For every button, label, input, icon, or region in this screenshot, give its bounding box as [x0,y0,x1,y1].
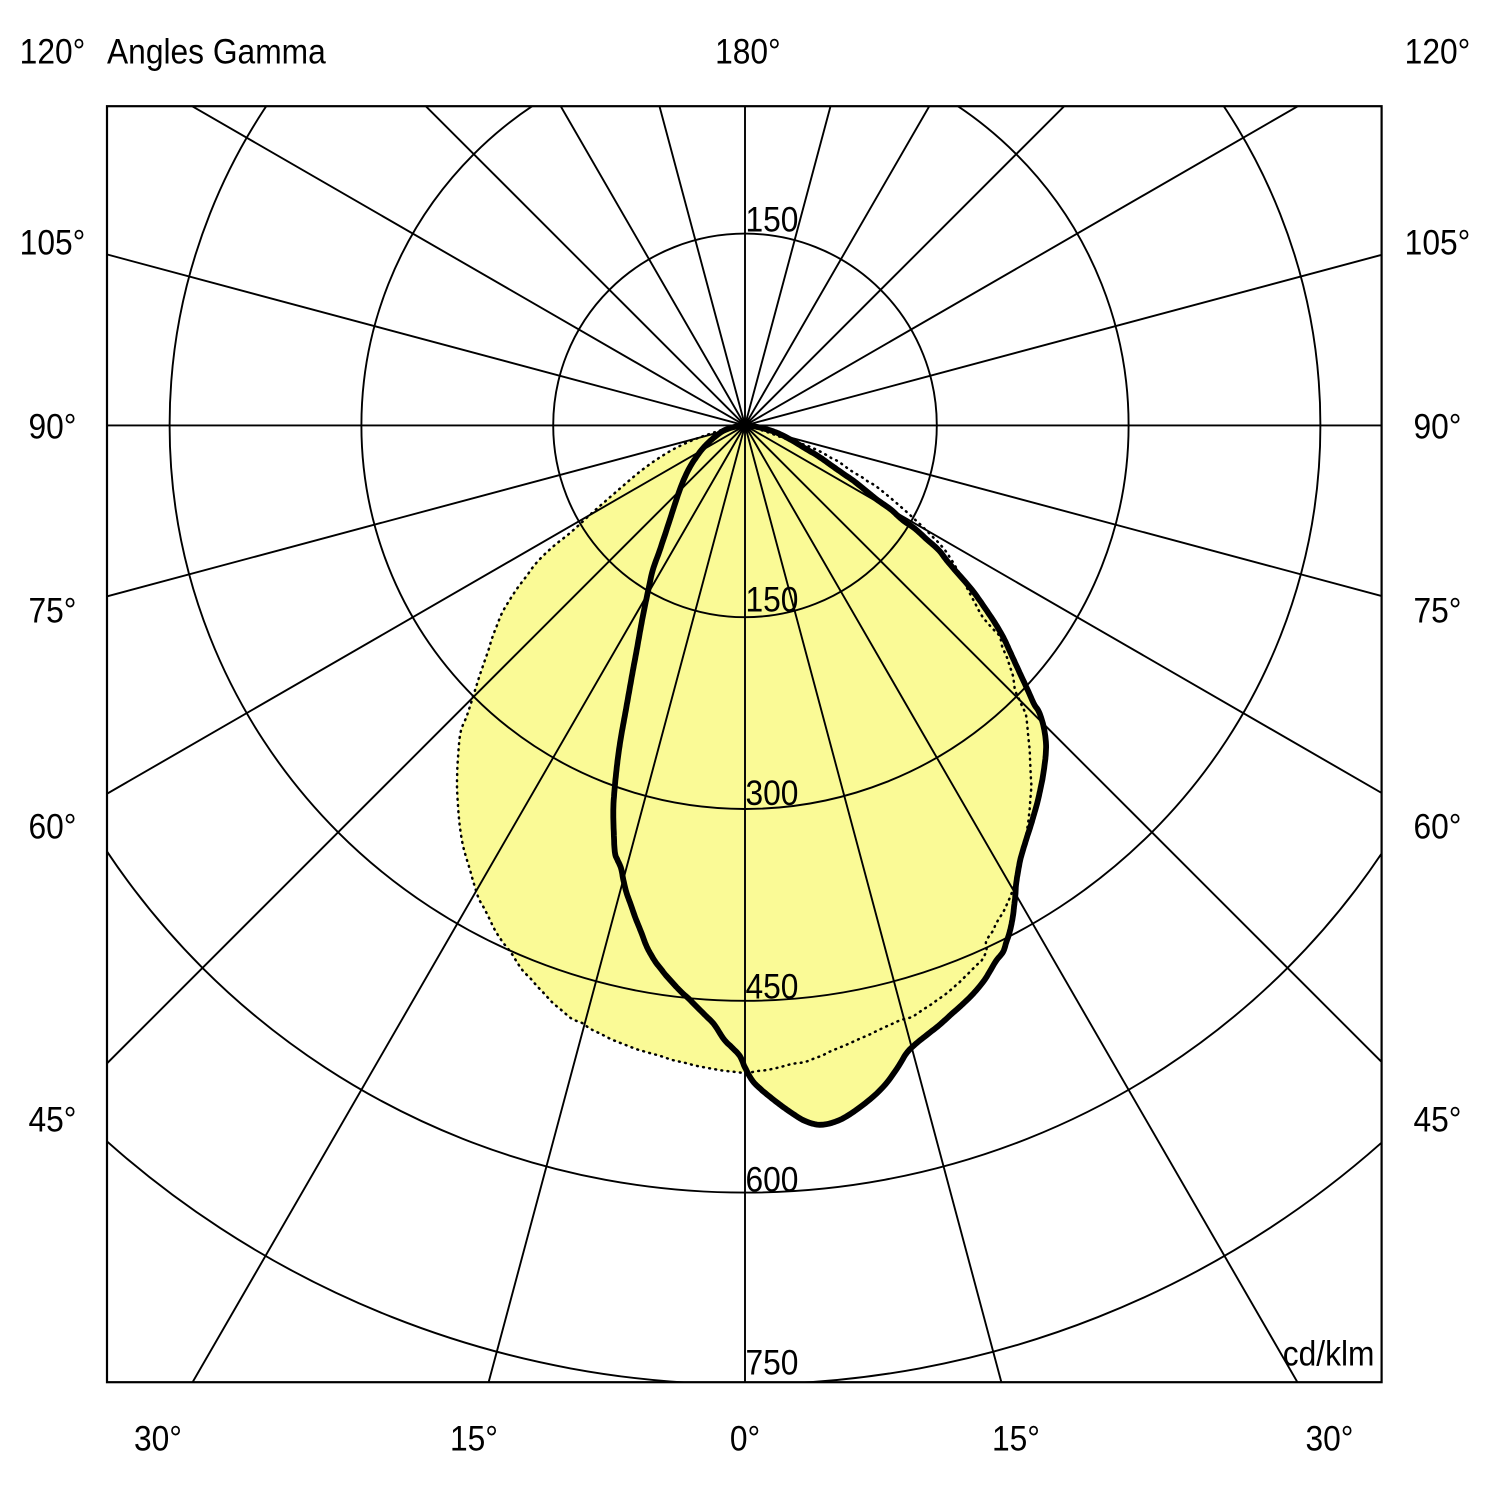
svg-text:600: 600 [746,1161,799,1200]
svg-text:150: 150 [746,201,799,240]
svg-text:120°: 120° [20,33,86,72]
svg-text:30°: 30° [134,1420,182,1459]
svg-text:180°: 180° [715,33,781,72]
svg-text:60°: 60° [28,808,76,847]
svg-text:45°: 45° [1413,1101,1461,1140]
svg-text:15°: 15° [992,1420,1040,1459]
svg-text:75°: 75° [1413,592,1461,631]
svg-text:450: 450 [746,968,799,1007]
svg-text:cd/klm: cd/klm [1283,1335,1375,1374]
svg-text:90°: 90° [28,408,76,447]
svg-text:60°: 60° [1413,808,1461,847]
svg-text:750: 750 [746,1344,799,1383]
svg-text:15°: 15° [450,1420,498,1459]
svg-text:300: 300 [746,775,799,814]
svg-text:45°: 45° [28,1101,76,1140]
svg-text:0°: 0° [730,1420,760,1459]
svg-text:105°: 105° [1405,224,1471,263]
svg-text:90°: 90° [1413,408,1461,447]
svg-text:Angles Gamma: Angles Gamma [107,33,326,72]
svg-text:105°: 105° [20,224,86,263]
svg-text:75°: 75° [28,592,76,631]
svg-text:120°: 120° [1405,33,1471,72]
svg-text:30°: 30° [1305,1420,1353,1459]
svg-text:150: 150 [746,581,799,620]
